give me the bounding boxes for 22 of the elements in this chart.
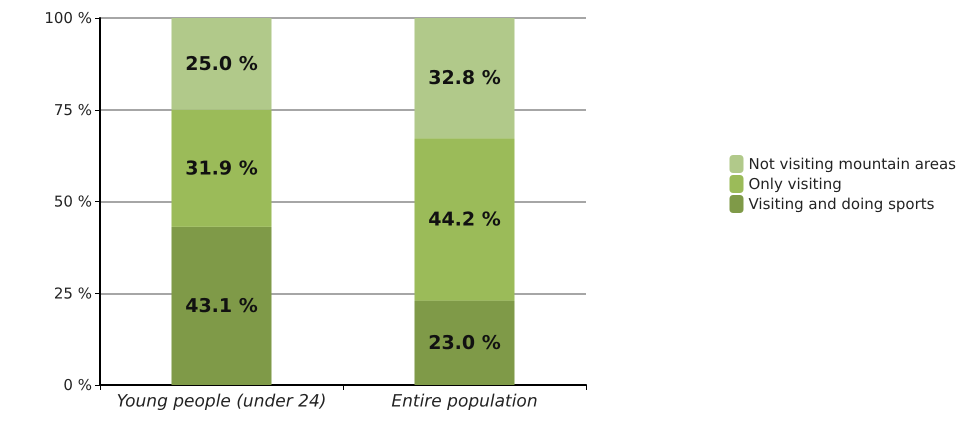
data-label: 43.1 % xyxy=(185,294,258,317)
y-tick-label: 25 % xyxy=(54,284,92,302)
bar xyxy=(414,138,514,301)
x-tick-label: Entire population xyxy=(391,392,538,412)
x-tick-label: Young people (under 24) xyxy=(116,392,326,412)
data-label: 32.8 % xyxy=(428,67,501,90)
data-label: 44.2 % xyxy=(428,208,501,230)
legend-label: Only visiting xyxy=(748,175,842,193)
y-tick-label: 0 % xyxy=(63,376,92,394)
data-label: 23.0 % xyxy=(428,332,501,354)
y-tick-label: 100 % xyxy=(44,9,92,27)
bar xyxy=(172,110,272,227)
bar xyxy=(414,18,514,138)
y-tick-label: 75 % xyxy=(54,100,92,119)
data-label: 31.9 % xyxy=(185,157,258,180)
data-label: 25.0 % xyxy=(185,52,258,75)
bar xyxy=(172,226,272,385)
bar xyxy=(172,18,272,110)
legend-label: Not visiting mountain areas xyxy=(748,155,956,173)
bar xyxy=(414,300,514,385)
y-tick-label: 50 % xyxy=(54,192,92,210)
legend-label: Visiting and doing sports xyxy=(748,195,935,213)
